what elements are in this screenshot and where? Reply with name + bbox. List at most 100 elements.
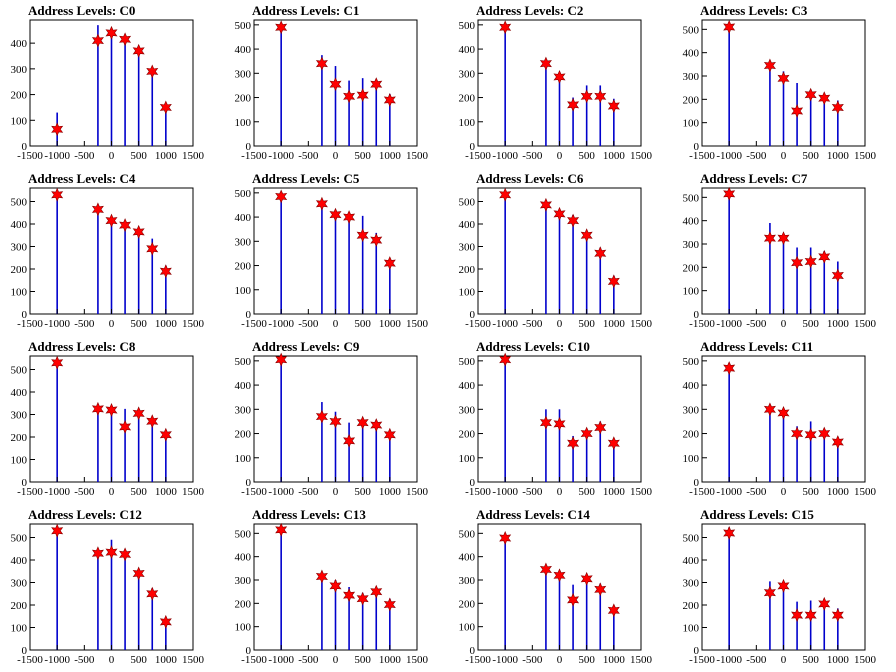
y-tick-label: 300 — [11, 410, 28, 422]
x-tick-label: 500 — [578, 654, 595, 666]
x-tick-label: -1000 — [716, 654, 742, 666]
peak-marker — [146, 586, 159, 601]
y-tick-label: 0 — [694, 645, 700, 657]
y-tick-label: 100 — [459, 622, 476, 634]
peak-marker — [777, 231, 790, 246]
y-tick-label: 100 — [459, 287, 476, 299]
peak-marker — [539, 415, 552, 430]
peak-marker — [146, 414, 159, 429]
x-tick-label: -1000 — [268, 318, 294, 330]
peak-marker — [356, 591, 369, 606]
peak-marker — [723, 361, 736, 376]
y-tick-label: 300 — [683, 578, 700, 590]
y-tick-label: 200 — [459, 429, 476, 441]
x-tick-label: -1000 — [716, 318, 742, 330]
x-tick-label: 500 — [130, 318, 147, 330]
x-tick-label: -1500 — [689, 654, 715, 666]
peak-marker — [553, 206, 566, 221]
peak-marker — [804, 87, 817, 102]
y-tick-label: 400 — [235, 44, 252, 56]
histogram-panel: Address Levels: C13 0 100 200 300 400 500 -1500… — [235, 507, 429, 666]
x-tick-label: 1500 — [630, 486, 653, 498]
x-tick-label: -500 — [522, 486, 543, 498]
peak-marker — [804, 254, 817, 269]
y-tick-label: 200 — [235, 429, 252, 441]
peak-marker — [370, 584, 383, 599]
peak-marker — [343, 89, 356, 104]
x-tick-label: -1000 — [268, 486, 294, 498]
y-tick-label: 100 — [11, 623, 28, 635]
y-tick-label: 500 — [235, 528, 252, 540]
x-tick-label: 500 — [578, 318, 595, 330]
histogram-panel: Address Levels: C15 0 100 200 300 400 500 -1500… — [683, 507, 877, 666]
peak-marker — [119, 419, 132, 434]
peak-marker — [763, 585, 776, 600]
x-tick-label: 1000 — [827, 318, 850, 330]
y-tick-label: 400 — [459, 219, 476, 231]
peak-marker — [607, 274, 620, 289]
y-tick-label: 100 — [683, 286, 700, 298]
x-tick-label: 0 — [109, 654, 115, 666]
histogram-panel: Address Levels: C10 0 100 200 300 400 500 -1500… — [459, 339, 653, 498]
y-tick-label: 300 — [683, 239, 700, 251]
x-tick-label: -500 — [746, 150, 767, 162]
y-tick-label: 400 — [235, 552, 252, 564]
x-tick-label: 500 — [354, 150, 371, 162]
peak-marker — [831, 268, 844, 283]
x-tick-label: -1000 — [44, 318, 70, 330]
y-tick-label: 500 — [459, 356, 476, 368]
peak-marker — [763, 231, 776, 246]
peak-marker — [343, 588, 356, 603]
x-tick-label: 1000 — [827, 654, 850, 666]
y-tick-label: 0 — [470, 141, 476, 153]
peak-marker — [791, 426, 804, 441]
peak-marker — [580, 89, 593, 104]
peak-marker — [580, 426, 593, 441]
x-tick-label: -500 — [74, 318, 95, 330]
y-tick-label: 100 — [459, 117, 476, 129]
x-tick-label: -500 — [298, 318, 319, 330]
x-tick-label: 1000 — [603, 318, 626, 330]
x-tick-label: -1000 — [716, 486, 742, 498]
x-tick-label: 1500 — [406, 150, 429, 162]
x-tick-label: 500 — [354, 318, 371, 330]
x-tick-label: -1500 — [17, 654, 43, 666]
y-tick-label: 300 — [459, 68, 476, 80]
y-tick-label: 300 — [235, 404, 252, 416]
peak-marker — [831, 435, 844, 449]
x-tick-label: 1000 — [379, 654, 402, 666]
peak-marker — [567, 97, 580, 112]
x-tick-label: -1000 — [492, 150, 518, 162]
y-tick-label: 300 — [235, 236, 252, 248]
x-tick-label: -500 — [74, 654, 95, 666]
x-tick-label: 1000 — [155, 654, 178, 666]
peak-marker — [499, 20, 512, 35]
x-tick-label: 500 — [354, 486, 371, 498]
y-tick-label: 500 — [683, 192, 700, 204]
y-tick-label: 400 — [11, 38, 28, 50]
peak-marker — [159, 100, 172, 115]
y-tick-label: 200 — [11, 90, 28, 102]
x-tick-label: -1500 — [17, 318, 43, 330]
peak-marker — [580, 571, 593, 586]
x-tick-label: 500 — [130, 654, 147, 666]
peak-marker — [791, 104, 804, 118]
x-tick-label: -1000 — [492, 486, 518, 498]
histogram-panel: Address Levels: C50100200300400500-1500-… — [235, 171, 429, 330]
peak-marker — [91, 33, 104, 48]
x-tick-label: 1000 — [379, 150, 402, 162]
x-tick-label: 1500 — [630, 318, 653, 330]
peak-marker — [818, 426, 831, 441]
y-tick-label: 300 — [11, 242, 28, 254]
peak-marker — [132, 224, 145, 239]
x-tick-label: -1500 — [465, 654, 491, 666]
panel-title: Address Levels: C6 — [476, 171, 584, 186]
peak-marker — [315, 409, 328, 424]
x-tick-label: -1500 — [689, 486, 715, 498]
x-tick-label: 1000 — [827, 150, 850, 162]
peak-marker — [329, 77, 342, 92]
x-tick-label: 0 — [333, 654, 339, 666]
y-tick-label: 400 — [235, 380, 252, 392]
x-tick-label: 0 — [333, 150, 339, 162]
y-tick-label: 500 — [459, 20, 476, 32]
